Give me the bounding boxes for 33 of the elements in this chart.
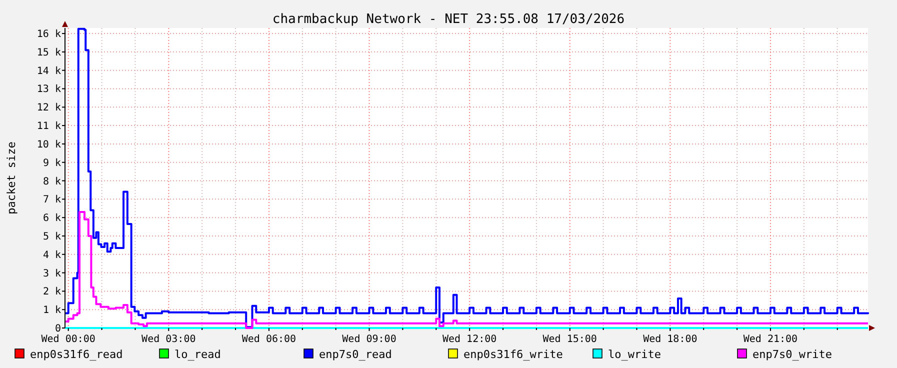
y-tick-label: 13 k bbox=[36, 84, 61, 96]
y-axis-title: packet size bbox=[5, 142, 18, 214]
x-tick-label: Wed 18:00 bbox=[643, 334, 698, 345]
y-tick-label: 4 k bbox=[42, 250, 61, 261]
y-tick-label: 11 k bbox=[36, 121, 61, 132]
y-tick-label: 5 k bbox=[42, 231, 61, 242]
y-tick-label: 7 k bbox=[42, 194, 61, 206]
y-tick-label: 8 k bbox=[42, 176, 61, 188]
y-tick-label: 3 k bbox=[42, 268, 61, 280]
y-tick-label: 16 k bbox=[36, 29, 61, 40]
x-tick-label: Wed 06:00 bbox=[242, 334, 296, 345]
legend-label: enp7s0_read bbox=[319, 348, 392, 361]
y-tick-label: 1 k bbox=[42, 305, 61, 316]
legend-label: enp0s31f6_read bbox=[30, 348, 123, 361]
y-tick-label: 2 k bbox=[42, 286, 61, 298]
y-tick-label: 10 k bbox=[36, 139, 61, 150]
y-tick-label: 6 k bbox=[42, 213, 61, 224]
legend-label: lo_write bbox=[608, 348, 661, 361]
x-tick-label: Wed 21:00 bbox=[743, 334, 798, 345]
legend-label: lo_read bbox=[174, 348, 221, 361]
y-tick-label: 12 k bbox=[36, 102, 61, 114]
x-tick-label: Wed 00:00 bbox=[41, 334, 96, 345]
chart-title: charmbackup Network - NET 23:55.08 17/03/2026 bbox=[272, 12, 625, 27]
y-tick-label: 0 bbox=[54, 324, 61, 334]
legend-label: enp0s31f6_write bbox=[464, 348, 563, 361]
x-tick-label: Wed 03:00 bbox=[142, 334, 196, 345]
y-tick-label: 9 k bbox=[42, 158, 61, 169]
y-tick-label: 15 k bbox=[36, 47, 61, 58]
x-tick-label: Wed 12:00 bbox=[442, 334, 497, 345]
legend-label: enp7s0_write bbox=[752, 348, 832, 361]
y-tick-label: 14 k bbox=[36, 66, 61, 77]
x-tick-label: Wed 09:00 bbox=[342, 334, 396, 345]
x-tick-label: Wed 15:00 bbox=[542, 334, 597, 345]
